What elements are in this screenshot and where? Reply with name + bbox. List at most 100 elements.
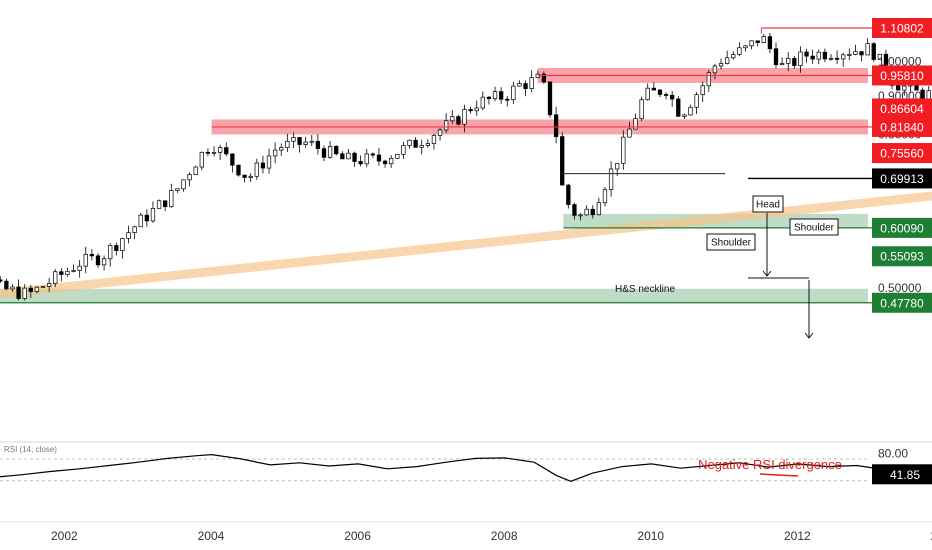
candle-up <box>120 238 125 251</box>
rsi-pane: RSI (14, close) Negative RSI divergence <box>0 445 932 482</box>
candle-up <box>437 129 443 136</box>
rsi-last-label: 41.85 <box>890 468 920 482</box>
candle-down <box>468 109 473 112</box>
rsi-divergence-label: Negative RSI divergence <box>698 457 842 472</box>
candle-up <box>10 286 15 290</box>
candle-down <box>16 286 21 299</box>
candle-up <box>285 140 290 148</box>
candle-up <box>578 214 583 217</box>
candle-up <box>419 145 424 148</box>
candle-up <box>596 202 602 216</box>
candle-down <box>498 91 504 100</box>
candle-down <box>767 36 773 50</box>
candle-up <box>187 174 192 181</box>
candle-up <box>474 107 479 112</box>
candle-down <box>144 214 150 222</box>
candle-down <box>810 55 815 60</box>
candle-up <box>462 109 467 125</box>
candle-up <box>816 51 821 60</box>
candle-up <box>65 270 70 275</box>
price-tag-7 <box>872 292 932 313</box>
candle-down <box>590 208 595 216</box>
candle-down <box>230 153 235 166</box>
candle-up <box>828 57 834 60</box>
candle-up <box>71 270 76 272</box>
candle-down <box>547 81 553 116</box>
candle-down <box>89 253 95 257</box>
candle-up <box>22 287 27 299</box>
candle-down <box>804 51 809 57</box>
candle-down <box>413 139 418 148</box>
candle-up <box>101 258 107 266</box>
annotations-layer: Head Shoulder Shoulder H&S neckline <box>615 195 839 339</box>
candle-up <box>193 166 198 176</box>
candle-down <box>566 184 571 205</box>
candle-up <box>254 162 259 177</box>
head-arrow-head <box>762 270 772 277</box>
candle-up <box>108 245 113 260</box>
candle-up <box>132 226 137 233</box>
x-tick-label-5: 2012 <box>784 529 811 543</box>
price-tag-5 <box>872 217 932 238</box>
candle-down <box>822 51 828 60</box>
candle-up <box>211 152 217 154</box>
candle-down <box>523 83 528 89</box>
rsi-last-tag <box>872 464 932 485</box>
candle-down <box>4 280 9 290</box>
candle-up <box>706 72 711 87</box>
candle-down <box>663 94 669 96</box>
candle-down <box>896 85 901 91</box>
candle-up <box>718 63 724 67</box>
candle-up <box>450 116 455 122</box>
candle-down <box>486 96 492 99</box>
candle-up <box>724 57 730 64</box>
y-tick-label-0: 1.00000 <box>878 54 922 68</box>
candle-up <box>40 286 46 288</box>
annotation-label-0: Head <box>756 200 780 211</box>
candle-up <box>841 54 846 60</box>
candle-up <box>694 94 699 108</box>
candle-up <box>853 51 858 55</box>
candle-up <box>743 45 748 49</box>
x-tick-label-1: 2004 <box>198 529 225 543</box>
candle-up <box>248 175 253 178</box>
candle-up <box>761 36 766 43</box>
rising-trendline <box>0 191 932 299</box>
candle-down <box>834 57 840 60</box>
candle-up <box>431 135 437 144</box>
candle-down <box>676 98 681 117</box>
candle-down <box>352 152 357 162</box>
candle-up <box>291 137 296 142</box>
candle-down <box>382 160 388 165</box>
candle-up <box>34 286 40 292</box>
neckline-label: H&S neckline <box>615 284 675 295</box>
candle-up <box>877 53 883 60</box>
candle-down <box>773 48 779 66</box>
candle-down <box>260 162 266 169</box>
rsi-line <box>0 453 932 482</box>
price-tags-layer: 1.10802 0.95810 0.86604 0.81840 0.75560 0.600… <box>872 17 932 485</box>
candle-up <box>303 141 308 145</box>
candle-up <box>608 168 614 190</box>
candle-up <box>621 136 626 164</box>
x-tick-label-3: 2008 <box>491 529 518 543</box>
price-tag-label-1: 0.95810 <box>880 69 924 83</box>
price-tag-label-0: 1.10802 <box>880 21 924 35</box>
price-tag-6 <box>872 246 932 267</box>
x-tick-label-6: 2014 <box>931 529 932 543</box>
candle-up <box>584 208 589 216</box>
target-arrow-head <box>804 332 814 339</box>
price-tag-0 <box>872 17 932 38</box>
candle-up <box>688 106 693 116</box>
candle-down <box>871 43 876 60</box>
candle-up <box>511 85 516 101</box>
candle-up <box>798 51 803 66</box>
candle-up <box>786 58 791 64</box>
x-tick-label-2: 2006 <box>344 529 371 543</box>
candle-up <box>199 151 204 168</box>
candle-up <box>279 147 284 151</box>
candle-down <box>321 148 327 158</box>
candle-down <box>670 94 675 100</box>
candle-up <box>401 145 406 155</box>
candle-up <box>181 179 186 190</box>
